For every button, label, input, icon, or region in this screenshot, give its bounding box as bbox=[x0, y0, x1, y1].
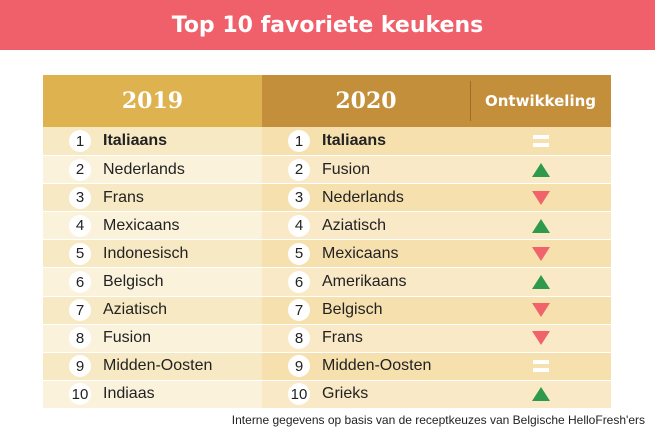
rank-number: 2 bbox=[288, 158, 310, 181]
rank-number: 1 bbox=[288, 130, 310, 153]
chart-title: Top 10 favoriete keukens bbox=[171, 12, 484, 38]
cell-ontwikkeling bbox=[470, 323, 611, 352]
table-row: 3 Frans 3 Nederlands bbox=[43, 183, 611, 212]
table-row: 7 Aziatisch 7 Belgisch bbox=[43, 295, 611, 324]
rank-number: 2 bbox=[69, 158, 91, 181]
rank-number: 9 bbox=[69, 355, 91, 378]
cuisine-2020: Italiaans bbox=[322, 132, 387, 150]
cell-2019: 4 Mexicaans bbox=[43, 211, 262, 240]
cell-2019: 8 Fusion bbox=[43, 323, 262, 352]
cell-2019: 6 Belgisch bbox=[43, 267, 262, 296]
cell-ontwikkeling bbox=[470, 127, 611, 156]
cell-2020: 2 Fusion bbox=[262, 155, 470, 184]
source-footnote: Interne gegevens op basis van de receptk… bbox=[231, 413, 645, 427]
column-header-ontwikkeling: Ontwikkeling bbox=[470, 75, 611, 127]
cell-ontwikkeling bbox=[470, 211, 611, 240]
cuisine-2019: Frans bbox=[103, 188, 144, 206]
cell-2019: 1 Italiaans bbox=[43, 127, 262, 156]
table-row: 6 Belgisch 6 Amerikaans bbox=[43, 267, 611, 296]
table-row: 5 Indonesisch 5 Mexicaans bbox=[43, 239, 611, 268]
rank-number: 5 bbox=[69, 242, 91, 265]
table-row: 4 Mexicaans 4 Aziatisch bbox=[43, 211, 611, 240]
cuisine-2020: Mexicaans bbox=[322, 244, 399, 262]
rank-number: 3 bbox=[69, 186, 91, 209]
cell-2019: 9 Midden-Oosten bbox=[43, 351, 262, 380]
cuisine-2019: Nederlands bbox=[103, 160, 185, 178]
cell-2020: 1 Italiaans bbox=[262, 127, 470, 156]
table-row: 9 Midden-Oosten 9 Midden-Oosten bbox=[43, 351, 611, 380]
table-row: 1 Italiaans 1 Italiaans bbox=[43, 127, 611, 156]
rank-number: 8 bbox=[288, 327, 310, 350]
rank-number: 10 bbox=[69, 383, 91, 406]
header-divider bbox=[470, 81, 471, 121]
cell-2019: 5 Indonesisch bbox=[43, 239, 262, 268]
triangle-up-icon bbox=[531, 275, 550, 290]
cell-ontwikkeling bbox=[470, 183, 611, 212]
table-body: 1 Italiaans 1 Italiaans 2 Nederlands 2 Fusion 3 F… bbox=[43, 127, 611, 408]
cuisine-2019: Indiaas bbox=[103, 385, 155, 403]
triangle-down-icon bbox=[531, 246, 550, 261]
rank-number: 10 bbox=[288, 383, 310, 406]
cuisine-2020: Aziatisch bbox=[322, 216, 387, 234]
cell-2020: 10 Grieks bbox=[262, 379, 470, 408]
cell-2019: 2 Nederlands bbox=[43, 155, 262, 184]
cuisine-2019: Belgisch bbox=[103, 273, 164, 291]
table-row: 10 Indiaas 10 Grieks bbox=[43, 379, 611, 408]
chart-title-banner: Top 10 favoriete keukens bbox=[0, 0, 655, 50]
cell-ontwikkeling bbox=[470, 379, 611, 408]
cuisine-2019: Mexicaans bbox=[103, 216, 180, 234]
cell-ontwikkeling bbox=[470, 155, 611, 184]
cell-ontwikkeling bbox=[470, 267, 611, 296]
rank-number: 3 bbox=[288, 186, 310, 209]
rank-number: 4 bbox=[69, 214, 91, 237]
cuisine-2019: Italiaans bbox=[103, 132, 168, 150]
cell-2019: 10 Indiaas bbox=[43, 379, 262, 408]
equal-icon bbox=[532, 360, 549, 373]
cell-ontwikkeling bbox=[470, 351, 611, 380]
cuisine-2020: Frans bbox=[322, 329, 363, 347]
rank-number: 9 bbox=[288, 355, 310, 378]
triangle-up-icon bbox=[531, 162, 550, 177]
cell-ontwikkeling bbox=[470, 295, 611, 324]
cell-2020: 5 Mexicaans bbox=[262, 239, 470, 268]
triangle-down-icon bbox=[531, 331, 550, 346]
cuisine-2019: Midden-Oosten bbox=[103, 357, 213, 375]
cuisine-2019: Aziatisch bbox=[103, 301, 168, 319]
cell-2020: 3 Nederlands bbox=[262, 183, 470, 212]
equal-icon bbox=[532, 135, 549, 148]
table-row: 2 Nederlands 2 Fusion bbox=[43, 155, 611, 184]
rank-number: 5 bbox=[288, 242, 310, 265]
rank-number: 7 bbox=[288, 299, 310, 322]
cell-2020: 7 Belgisch bbox=[262, 295, 470, 324]
cuisine-2019: Fusion bbox=[103, 329, 152, 347]
cuisine-2020: Midden-Oosten bbox=[322, 357, 432, 375]
triangle-down-icon bbox=[531, 190, 550, 205]
cuisine-2020: Grieks bbox=[322, 385, 369, 403]
rank-number: 7 bbox=[69, 299, 91, 322]
cell-2019: 7 Aziatisch bbox=[43, 295, 262, 324]
rank-number: 6 bbox=[69, 271, 91, 294]
cuisine-2020: Belgisch bbox=[322, 301, 383, 319]
cuisine-2020: Nederlands bbox=[322, 188, 404, 206]
column-header-2020: 2020 bbox=[262, 75, 470, 127]
cell-2020: 6 Amerikaans bbox=[262, 267, 470, 296]
cell-2019: 3 Frans bbox=[43, 183, 262, 212]
table-row: 8 Fusion 8 Frans bbox=[43, 323, 611, 352]
triangle-up-icon bbox=[531, 387, 550, 402]
triangle-up-icon bbox=[531, 218, 550, 233]
rank-number: 6 bbox=[288, 271, 310, 294]
cell-2020: 9 Midden-Oosten bbox=[262, 351, 470, 380]
triangle-down-icon bbox=[531, 303, 550, 318]
ranking-table: 2019 2020 Ontwikkeling 1 Italiaans 1 Italia… bbox=[43, 75, 611, 408]
cell-ontwikkeling bbox=[470, 239, 611, 268]
rank-number: 4 bbox=[288, 214, 310, 237]
rank-number: 1 bbox=[69, 130, 91, 153]
cuisine-2019: Indonesisch bbox=[103, 244, 189, 262]
cuisine-2020: Fusion bbox=[322, 160, 371, 178]
rank-number: 8 bbox=[69, 327, 91, 350]
cell-2020: 8 Frans bbox=[262, 323, 470, 352]
column-header-2019: 2019 bbox=[43, 75, 262, 127]
cell-2020: 4 Aziatisch bbox=[262, 211, 470, 240]
cuisine-2020: Amerikaans bbox=[322, 273, 407, 291]
